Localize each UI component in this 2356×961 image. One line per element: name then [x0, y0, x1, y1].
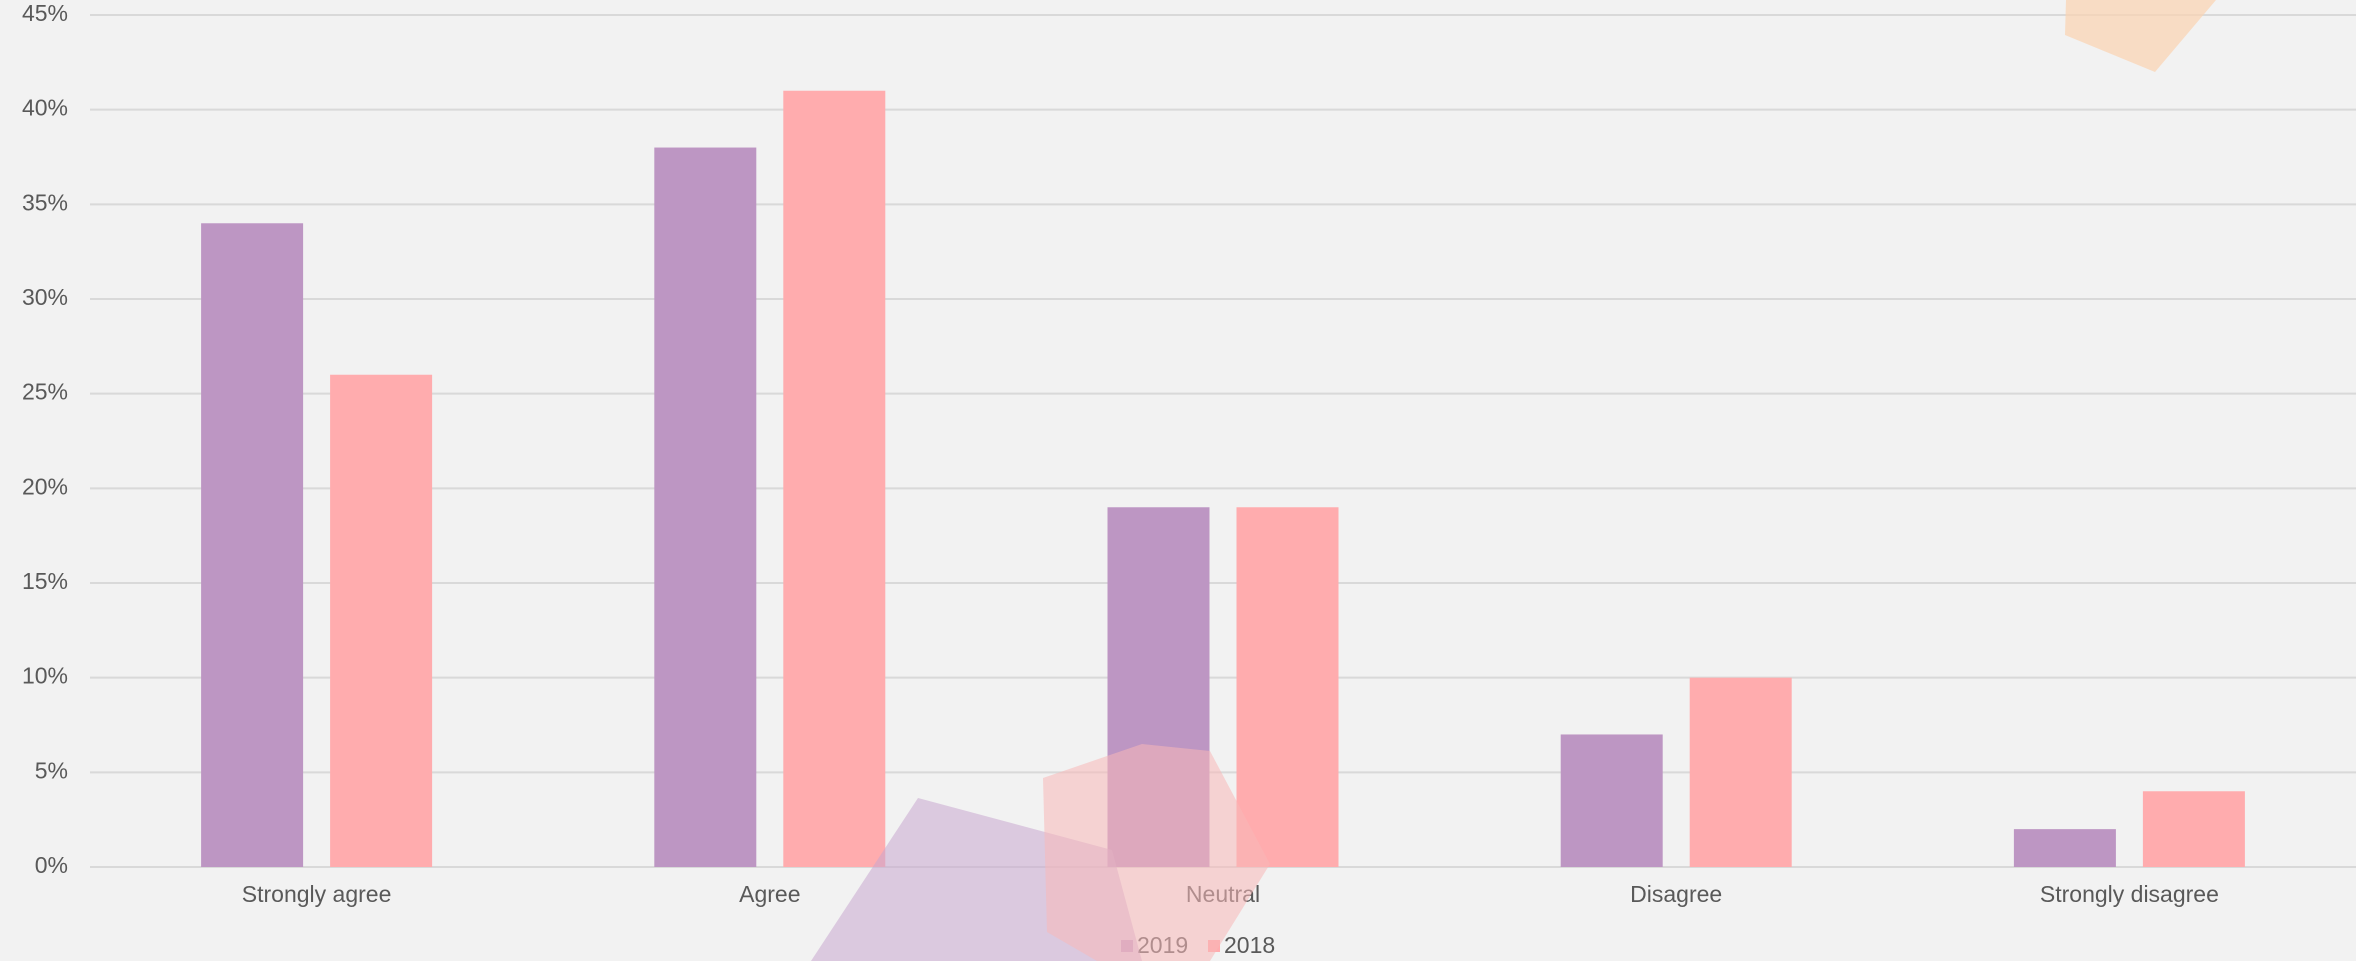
y-tick-label: 20%	[22, 473, 68, 499]
y-tick-label: 30%	[22, 284, 68, 310]
y-tick-label: 15%	[22, 568, 68, 594]
legend-label: 2018	[1224, 932, 1275, 958]
decor-shape	[2065, 0, 2216, 72]
x-tick-label: Agree	[739, 881, 800, 907]
bar	[1236, 507, 1339, 867]
bar	[2013, 829, 2116, 867]
bar	[1560, 734, 1663, 867]
bar	[654, 147, 757, 868]
y-tick-label: 45%	[22, 0, 68, 26]
x-tick-label: Disagree	[1630, 881, 1722, 907]
bar	[783, 90, 886, 867]
y-tick-label: 5%	[35, 757, 68, 783]
bar	[2142, 791, 2245, 867]
y-tick-label: 0%	[35, 852, 68, 878]
bar	[330, 374, 433, 867]
plot-area: 0% 5% 10% 15% 20% 25% 30% 35% 40% 45% Strongly agr…	[22, 0, 2356, 958]
bar	[201, 223, 304, 867]
x-tick-label: Strongly disagree	[2040, 881, 2219, 907]
x-tick-label: Strongly agree	[242, 881, 392, 907]
y-tick-label: 25%	[22, 379, 68, 405]
decoration	[811, 0, 2216, 961]
decor-shape	[1043, 744, 1270, 961]
bar	[1689, 677, 1792, 867]
y-tick-label: 10%	[22, 663, 68, 689]
y-tick-label: 35%	[22, 189, 68, 215]
y-tick-label: 40%	[22, 95, 68, 121]
